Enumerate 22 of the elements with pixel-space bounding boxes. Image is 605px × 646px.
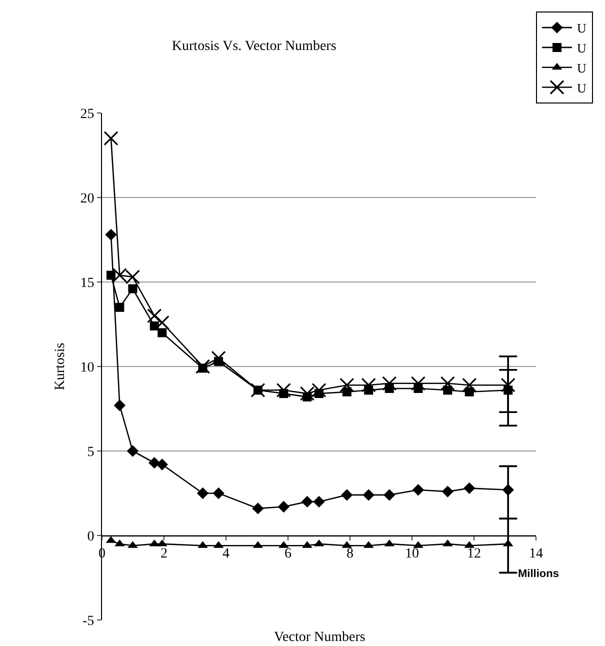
chart-title: Kurtosis Vs. Vector Numbers: [172, 39, 336, 54]
annotation: Millions: [518, 568, 559, 580]
y-tick-label: 5: [87, 444, 94, 460]
y-tick-label: 20: [80, 191, 94, 206]
y-tick-label: 0: [87, 529, 94, 544]
x-axis-title: Vector Numbers: [274, 630, 366, 645]
y-axis-title: Kurtosis: [52, 342, 68, 390]
legend-label: U: [577, 80, 587, 96]
x-tick-label: 12: [467, 546, 481, 562]
legend-label: U: [577, 20, 587, 36]
x-tick-label: 6: [284, 546, 292, 562]
legend-label: U: [577, 60, 587, 76]
y-tick-label: 15: [80, 276, 94, 291]
x-tick-label: 10: [405, 546, 419, 562]
x-tick-label: 2: [160, 546, 168, 562]
y-tick-label: 10: [80, 360, 94, 376]
y-tick-label: 25: [80, 106, 94, 122]
y-tick-label: -5: [82, 614, 94, 629]
legend-label: U: [577, 40, 587, 56]
x-tick-label: 8: [346, 546, 354, 562]
x-tick-label: 14: [529, 546, 543, 562]
x-tick-label: 4: [222, 546, 230, 562]
